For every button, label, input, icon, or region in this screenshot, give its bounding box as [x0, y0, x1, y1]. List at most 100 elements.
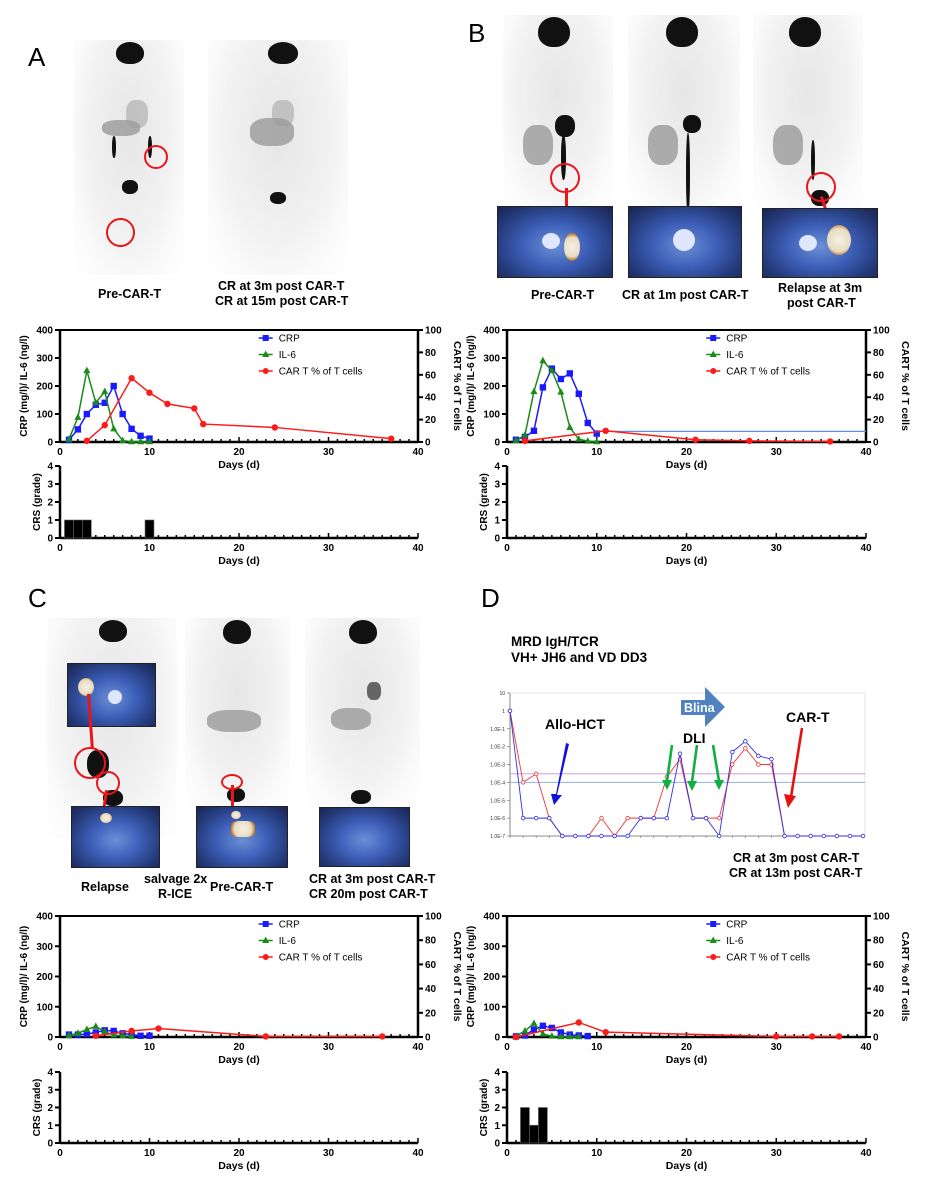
- chart-B-lab-y-tick-label: 100: [483, 410, 500, 421]
- data-point-car-t-of-t-cells: [575, 1019, 582, 1026]
- pet-image-c-relapse: [47, 618, 177, 838]
- chart-C-lab-y2-tick-label: 100: [425, 912, 442, 923]
- data-point-il-6: [92, 1022, 100, 1029]
- mrd-data-point-blue: [834, 833, 840, 839]
- mrd-data-point-blue: [547, 815, 552, 821]
- chart-D-lab-y2-tick-label: 0: [873, 1033, 879, 1044]
- chart-D-lab-x-axis-label: Days (d): [666, 1054, 707, 1066]
- series-line-crp: [68, 384, 150, 441]
- chart-D-crs-y-tick-label: 3: [494, 1085, 500, 1096]
- mrd-data-point-blue: [573, 833, 578, 839]
- legend-marker-crp: [262, 335, 269, 341]
- arrow-dli-2-shaft: [690, 744, 699, 783]
- data-point-il-6: [548, 1032, 556, 1039]
- data-point-car-t-of-t-cells: [826, 438, 834, 445]
- chart-B-lab-y-tick-label: 0: [494, 438, 500, 449]
- ct-image-b-pre: [497, 206, 613, 278]
- chart-D-lab-x-tick-label: 10: [591, 1042, 603, 1053]
- mrd-y-tick-label: 1.0E-7: [490, 834, 505, 840]
- data-point-crp: [92, 1029, 99, 1036]
- chart-C-lab-y2-axis-label: CART % of T cells: [451, 932, 463, 1022]
- data-point-car-t-of-t-cells: [164, 400, 171, 408]
- data-point-il-6: [530, 387, 538, 395]
- chart-C-crs-x-tick-label: 20: [233, 1148, 245, 1159]
- chart-C-lab-y-tick-label: 300: [36, 942, 53, 953]
- legend-label: IL-6: [279, 936, 297, 947]
- chart-C-lab-x-tick-label: 10: [144, 1042, 156, 1053]
- chart-D-crs-y-tick-label: 2: [494, 1103, 500, 1114]
- caption-b-relapse-2: post CAR-T: [787, 296, 856, 310]
- data-point-il-6: [584, 437, 592, 444]
- caption-a-cr2: CR at 15m post CAR-T: [215, 294, 349, 308]
- chart-D-lab-y-tick-label: 100: [483, 1002, 500, 1013]
- chart-A-crs-x-tick-label: 20: [233, 543, 245, 554]
- chart-C-lab-x-tick-label: 20: [233, 1042, 245, 1053]
- chart-A-lab-y-axis-label: CRP (mg/l)/ IL-6 (ng/l): [19, 335, 30, 436]
- arrow-dli-1-icon: [662, 780, 672, 790]
- chart-D-lab-y2-tick-label: 100: [873, 912, 890, 923]
- chart-B-lab-y-tick-label: 400: [483, 326, 500, 337]
- caption-b-pre: Pre-CAR-T: [531, 288, 595, 302]
- data-point-crp: [74, 426, 82, 433]
- legend-label: IL-6: [726, 350, 744, 361]
- chart-C-crs-y-axis-label: CRS (grade): [32, 1079, 43, 1137]
- data-point-car-t-of-t-cells: [83, 437, 91, 445]
- chart-D-lab-y2-axis-label: CART % of T cells: [899, 932, 911, 1022]
- legend-marker-cart: [262, 368, 269, 374]
- caption-b-cr: CR at 1m post CAR-T: [622, 288, 749, 302]
- mrd-data-point-red: [756, 762, 761, 767]
- data-point-car-t-of-t-cells: [200, 420, 207, 428]
- data-point-crp: [137, 1032, 144, 1039]
- chart-C-lab-x-tick-label: 0: [57, 1042, 63, 1053]
- data-point-il-6: [101, 1027, 109, 1035]
- connector-c-pre: [231, 785, 234, 807]
- chart-D-crs-y-tick-label: 4: [494, 1068, 500, 1079]
- chart-B-crs-y-tick-label: 3: [494, 480, 500, 491]
- mrd-data-point-red: [716, 815, 722, 821]
- mrd-y-tick-label: 1: [502, 709, 505, 715]
- chart-C-crs: 0 10 20 30 40 Days (d) 0 1 2 3 4 CRS (grade): [32, 1068, 424, 1173]
- chart-D-crs-y-tick-label: 0: [494, 1139, 500, 1150]
- legend-marker-crp: [262, 921, 269, 927]
- legend-marker-il-6: [709, 936, 717, 943]
- mrd-data-point-red: [599, 815, 604, 821]
- data-point-car-t-of-t-cells: [191, 405, 198, 412]
- chart-B-lab-y-axis-label: CRP (mg/l)/ IL-6 (ng/l): [466, 335, 477, 436]
- arrow-dli-3-icon: [714, 780, 724, 790]
- data-point-crp: [539, 1022, 547, 1030]
- chart-C-lab-y2-tick-label: 60: [425, 960, 437, 971]
- chart-A-lab-y2-tick-label: 80: [425, 348, 437, 359]
- series-line-il-6: [68, 370, 150, 443]
- crs-bar: [144, 519, 155, 539]
- data-point-car-t-of-t-cells: [808, 1033, 816, 1040]
- mrd-data-point-blue: [664, 815, 670, 821]
- data-point-il-6: [557, 1032, 565, 1040]
- chart-C-lab-x-axis-label: Days (d): [218, 1054, 259, 1066]
- panel-letter-c: C: [28, 583, 47, 613]
- chart-D-lab-y2-tick-label: 80: [873, 936, 885, 947]
- ct-image-b-relapse: [762, 208, 878, 278]
- chart-C-crs-x-tick-label: 10: [144, 1148, 156, 1159]
- data-point-car-t-of-t-cells: [773, 1033, 780, 1040]
- chart-A-crs-y-tick-label: 3: [47, 480, 53, 491]
- mrd-data-point-blue: [507, 708, 513, 714]
- chart-A-lab-x-tick-label: 10: [144, 447, 156, 458]
- chart-D-crs-x-tick-label: 0: [504, 1148, 510, 1159]
- data-point-crp: [83, 1030, 91, 1038]
- chart-A-lab-y2-tick-label: 40: [425, 393, 437, 404]
- chart-A-lab-y2-tick-label: 0: [425, 438, 431, 449]
- data-point-crp: [557, 1029, 565, 1036]
- chart-A-lab-x-axis-label: Days (d): [218, 459, 259, 471]
- data-point-car-t-of-t-cells: [101, 422, 108, 429]
- chart-D-lab-y2-tick-label: 60: [873, 960, 885, 971]
- pet-image-c-cr: [305, 618, 420, 808]
- mrd-data-point-blue: [756, 753, 761, 759]
- arrow-dli-1-shaft: [665, 744, 674, 782]
- chart-A-crs-x-tick-label: 40: [412, 543, 424, 554]
- data-point-il-6: [92, 398, 100, 406]
- mrd-data-point-blue: [520, 815, 526, 821]
- data-point-car-t-of-t-cells: [128, 1027, 135, 1035]
- data-point-il-6: [128, 437, 136, 445]
- data-point-crp: [557, 375, 565, 383]
